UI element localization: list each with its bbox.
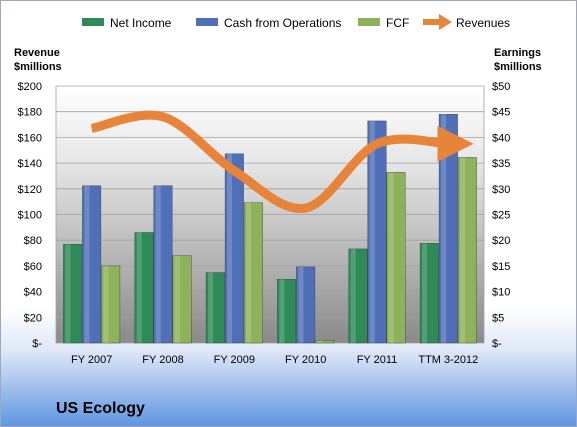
bar-cash-from-operations-highlight	[227, 153, 233, 343]
bar-net-income	[348, 248, 368, 344]
bar-cash-from-operations-highlight	[369, 120, 375, 344]
left-axis-title-line1: Revenue	[14, 47, 60, 59]
bar-cash-from-operations-highlight	[441, 114, 447, 344]
right-tick-label: $-	[492, 338, 502, 350]
right-tick-label: $30	[492, 184, 510, 196]
bar-fcf-highlight	[246, 202, 252, 343]
left-axis-ticks: $- $20 $40 $60 $80 $100 $120 $140 $160 $180 $200	[18, 81, 43, 350]
left-tick-label: $140	[18, 158, 42, 170]
left-tick-label: $60	[24, 261, 42, 273]
left-tick-label: $160	[18, 132, 42, 144]
x-tick-label: TTM 3-2012	[418, 354, 478, 366]
bar-net-income-highlight	[279, 279, 285, 343]
bar-fcf	[172, 255, 192, 344]
right-tick-label: $45	[492, 107, 510, 119]
bar-cash-from-operations	[367, 120, 387, 344]
right-tick-label: $15	[492, 261, 510, 273]
right-tick-label: $40	[492, 132, 510, 144]
legend-swatch-cash-from-operations	[196, 18, 218, 26]
x-tick-label: FY 2007	[71, 354, 112, 366]
gridlines	[55, 85, 485, 344]
bar-fcf	[101, 265, 121, 344]
bar-net-income	[205, 272, 225, 344]
bar-cash-from-operations	[82, 185, 102, 344]
bar-cash-from-operations	[224, 153, 244, 344]
left-tick-label: $120	[18, 184, 42, 196]
bar-fcf-highlight	[174, 255, 180, 343]
bar-fcf-highlight	[388, 172, 394, 343]
bar-net-income	[63, 244, 83, 344]
bar-cash-from-operations	[438, 114, 458, 344]
bar-cash-from-operations-highlight	[155, 185, 161, 343]
x-tick-label: FY 2010	[285, 354, 326, 366]
bar-fcf-highlight	[103, 265, 109, 343]
legend-label-cash-from-operations: Cash from Operations	[224, 16, 341, 30]
legend-swatch-net-income	[82, 18, 104, 26]
bar-net-income	[134, 232, 154, 344]
x-tick-label: FY 2009	[214, 354, 255, 366]
left-axis-title-line2: $millions	[14, 61, 62, 73]
bar-net-income-highlight	[136, 232, 142, 343]
legend-swatch-fcf	[358, 18, 380, 26]
bars	[63, 114, 477, 344]
bar-cash-from-operations	[153, 185, 173, 344]
bar-cash-from-operations	[296, 266, 316, 344]
left-tick-label: $180	[18, 107, 42, 119]
legend-label-fcf: FCF	[386, 16, 409, 30]
revenue-line-path	[90, 110, 474, 214]
legend-label-net-income: Net Income	[110, 16, 172, 30]
bar-fcf-highlight	[317, 340, 323, 343]
legend-label-revenues: Revenues	[456, 16, 510, 30]
bar-net-income-highlight	[422, 243, 428, 343]
revenue-line	[90, 110, 474, 214]
bar-fcf	[386, 172, 406, 344]
bar-fcf-highlight	[460, 157, 466, 343]
left-tick-label: $100	[18, 210, 42, 222]
right-tick-label: $35	[492, 158, 510, 170]
right-tick-label: $5	[492, 312, 504, 324]
bar-cash-from-operations-highlight	[298, 266, 304, 343]
bar-fcf	[243, 202, 263, 344]
bar-net-income-highlight	[350, 248, 356, 343]
left-tick-label: $80	[24, 235, 42, 247]
right-axis-title-line2: $millions	[494, 61, 542, 73]
left-tick-label: $20	[24, 312, 42, 324]
x-axis-ticks: FY 2007 FY 2008 FY 2009 FY 2010 FY 2011 TTM 3…	[71, 354, 478, 366]
right-tick-label: $25	[492, 210, 510, 222]
left-tick-label: $200	[18, 81, 42, 93]
bar-net-income	[277, 279, 297, 344]
right-axis-title-line1: Earnings	[494, 47, 541, 59]
x-tick-label: FY 2011	[357, 354, 398, 366]
bar-net-income-highlight	[65, 244, 71, 343]
right-tick-label: $50	[492, 81, 510, 93]
right-tick-label: $10	[492, 287, 510, 299]
bar-net-income	[419, 243, 439, 344]
company-name: US Ecology	[56, 400, 145, 417]
legend: Net Income Cash from Operations FCF Reve…	[82, 14, 510, 30]
right-tick-label: $20	[492, 235, 510, 247]
left-tick-label: $-	[32, 338, 42, 350]
right-axis-ticks: $- $5 $10 $15 $20 $25 $30 $35 $40 $45 $50	[492, 81, 510, 350]
x-tick-label: FY 2008	[142, 354, 183, 366]
left-tick-label: $40	[24, 287, 42, 299]
bar-net-income-highlight	[208, 272, 214, 343]
bar-cash-from-operations-highlight	[84, 185, 90, 343]
bar-fcf	[315, 340, 335, 344]
legend-arrow-revenues	[439, 14, 452, 30]
